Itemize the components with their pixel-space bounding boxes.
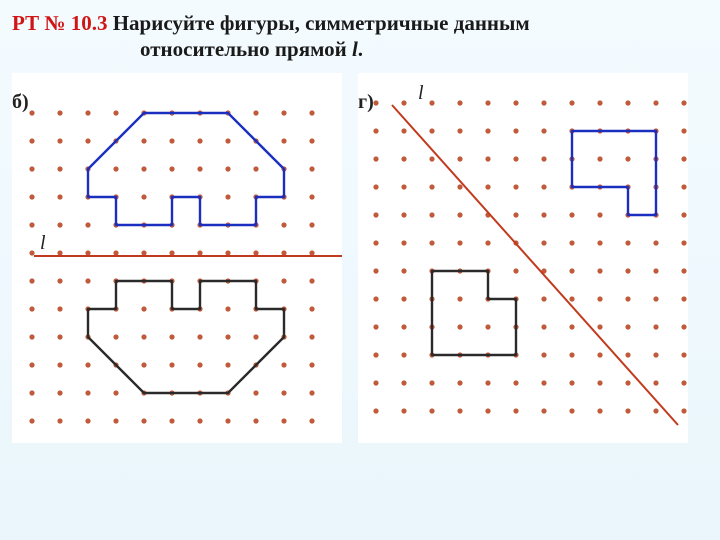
panel-label: б) [12,91,29,114]
rt-label: РТ № 10.3 [12,11,107,35]
panels-row: l б) l г) [0,67,720,443]
panel-b: l б) [12,73,342,443]
axis-label: l [418,82,424,104]
task-period: . [358,37,363,61]
exercise-title: РТ № 10.3 Нарисуйте фигуры, симметричные… [0,0,720,67]
task-text-2: относительно прямой [140,37,352,61]
axis-label: l [40,232,46,254]
grid-svg: l [12,73,342,443]
panel-g: l г) [358,73,688,443]
panel-label: г) [358,91,374,114]
task-text-1: Нарисуйте фигуры, симметричные данным [107,11,529,35]
grid-svg: l [358,73,688,443]
